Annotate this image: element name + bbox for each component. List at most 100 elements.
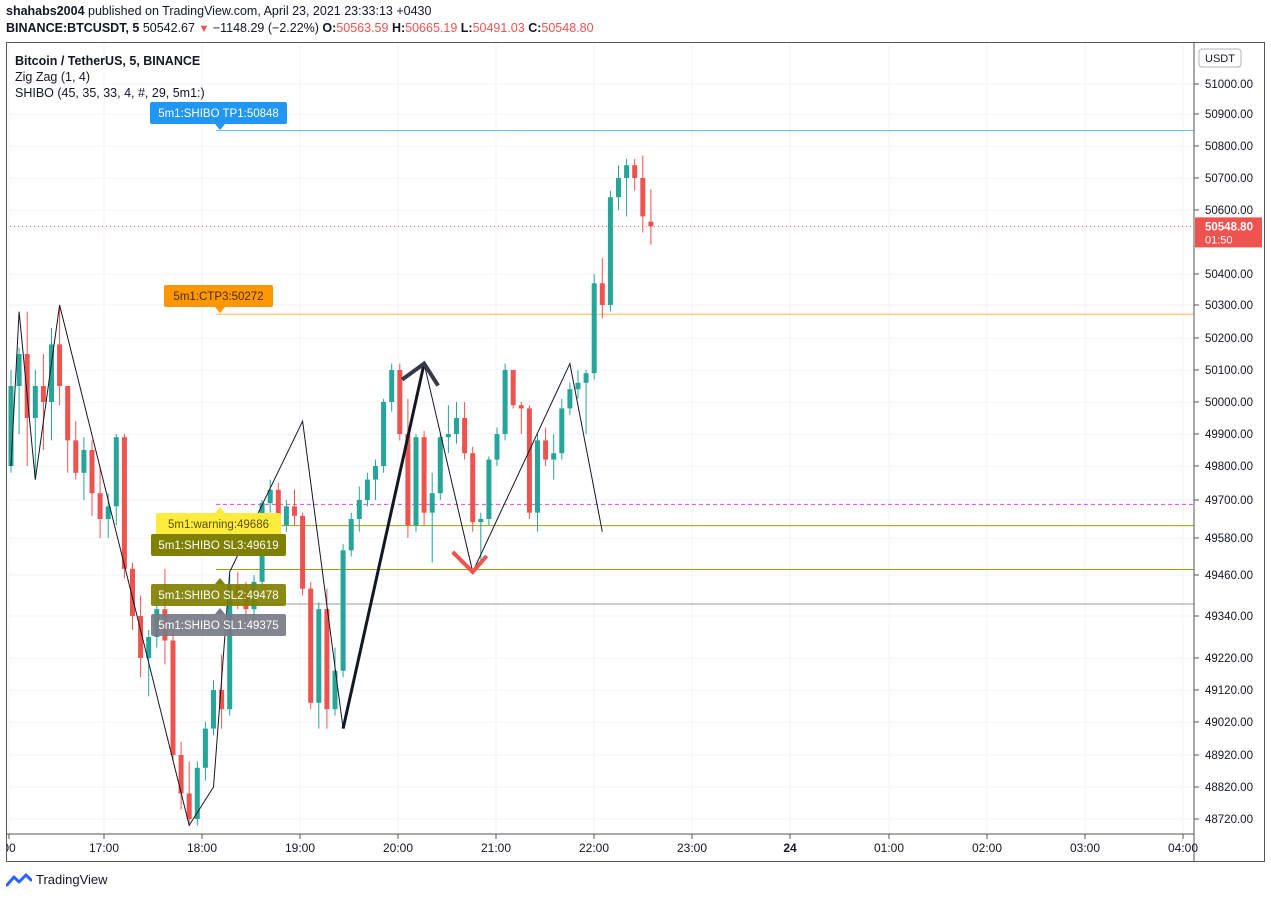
price-chart[interactable]: 5m1:SHIBO TP1:50848 5m1:CTP3:50272 5m1:war… — [6, 42, 1265, 862]
candle — [73, 421, 79, 480]
candle-body — [624, 165, 630, 178]
candle-body — [478, 519, 484, 523]
candle — [381, 398, 387, 473]
legend-title[interactable]: Bitcoin / TetherUS, 5, BINANCE — [15, 54, 201, 68]
level-label-bg — [151, 614, 286, 636]
legend-indicator-shibo[interactable]: SHIBO (45, 35, 33, 4, #, 29, 5m1:) — [15, 86, 205, 100]
candle — [356, 486, 362, 532]
price-tick-label: 49020.00 — [1205, 717, 1253, 729]
candle-body — [121, 437, 127, 569]
time-tick-label: 18:00 — [187, 841, 217, 855]
current-price-countdown: 01:50 — [1205, 234, 1233, 246]
candle-body — [97, 493, 103, 519]
level-label-bg — [151, 584, 286, 606]
price-tick-label: 50600.00 — [1205, 205, 1253, 217]
candle — [24, 311, 30, 466]
level-label-bg — [164, 285, 273, 307]
price-tick-label: 50200.00 — [1205, 333, 1253, 345]
level-label-pointer — [215, 608, 225, 614]
candle-body — [40, 386, 46, 402]
footer-brand[interactable]: TradingView — [6, 872, 108, 887]
legend-indicator-zigzag[interactable]: Zig Zag (1, 4) — [15, 70, 91, 84]
time-tick-label: 04:00 — [1168, 841, 1198, 855]
candle-body — [332, 670, 338, 710]
current-price-bg — [1195, 217, 1262, 248]
time-tick-label: 19:00 — [285, 841, 315, 855]
published-text: published on TradingView.com, April 23, … — [88, 4, 432, 18]
candle — [308, 581, 314, 710]
candle-body — [49, 344, 54, 402]
price-tick-label: 48920.00 — [1205, 750, 1253, 762]
candle — [526, 405, 532, 519]
candle — [624, 158, 630, 217]
candle — [211, 680, 216, 736]
candle — [470, 446, 476, 532]
candle-body — [292, 506, 297, 516]
level-label-badge: 5m1:CTP3:50272 — [164, 285, 273, 313]
candle — [194, 761, 200, 826]
candle — [567, 382, 573, 415]
price-tick-label: 49340.00 — [1205, 611, 1253, 623]
currency-badge[interactable]: USDT — [1198, 48, 1242, 68]
candle — [640, 155, 646, 233]
time-tick-label: 24 — [783, 841, 797, 855]
time-tick-label: 22:00 — [579, 841, 609, 855]
price-tick-label: 49580.00 — [1205, 533, 1253, 545]
candle — [510, 370, 516, 409]
author-name[interactable]: shahabs2004 — [6, 4, 85, 18]
candle — [405, 398, 411, 538]
price-tick-label: 49120.00 — [1205, 685, 1253, 697]
candle-body — [599, 283, 605, 305]
candle-body — [170, 640, 176, 755]
candle-body — [575, 382, 581, 390]
candle-body — [202, 728, 208, 768]
candle-body — [454, 418, 459, 434]
candle — [543, 427, 549, 466]
candle — [32, 370, 38, 480]
price-tick-label: 48820.00 — [1205, 782, 1253, 794]
candle-body — [300, 515, 306, 589]
candle-body — [348, 519, 354, 551]
candle — [81, 437, 87, 500]
time-tick-label: 02:00 — [972, 841, 1002, 855]
candle-body — [267, 489, 273, 504]
level-label-text: 5m1:SHIBO SL1:49375 — [158, 620, 278, 632]
candle-body — [405, 434, 411, 526]
candle — [8, 370, 14, 473]
candle-body — [219, 690, 225, 710]
price-tick-label: 50800.00 — [1205, 141, 1253, 153]
candle-body — [373, 466, 378, 480]
price-tick-label: 50300.00 — [1205, 300, 1253, 312]
candle — [113, 434, 119, 526]
candle — [316, 602, 322, 729]
candle-body — [502, 370, 508, 434]
candle — [348, 512, 354, 557]
high-value: 50665.19 — [405, 21, 458, 35]
candle — [97, 466, 103, 538]
candle — [445, 405, 451, 454]
candle — [373, 459, 378, 500]
candle — [49, 328, 54, 441]
level-label-pointer — [215, 124, 225, 130]
candle-body — [364, 479, 370, 500]
candle-body — [24, 354, 30, 418]
price-tick-label: 48720.00 — [1205, 814, 1253, 826]
candle — [502, 363, 508, 441]
price-tick-label: 49700.00 — [1205, 495, 1253, 507]
symbol-label: BINANCE:BTCUSDT, 5 — [6, 21, 140, 35]
open-label: O: — [322, 21, 337, 35]
candle — [413, 434, 419, 532]
candle-body — [113, 437, 119, 507]
candle-body — [65, 386, 71, 441]
low-label: L: — [460, 21, 473, 35]
level-label-text: 5m1:SHIBO SL3:49619 — [158, 540, 278, 552]
low-value: 50491.03 — [472, 21, 525, 35]
level-label-text: 5m1:warning:49686 — [168, 519, 269, 531]
price-tick-label: 50700.00 — [1205, 173, 1253, 185]
candle-body — [486, 459, 492, 519]
price-tick-label: 50900.00 — [1205, 109, 1253, 121]
level-label-text: 5m1:SHIBO SL2:49478 — [158, 590, 278, 602]
candle-body — [146, 637, 152, 658]
candle — [324, 588, 330, 729]
candle — [632, 158, 638, 191]
